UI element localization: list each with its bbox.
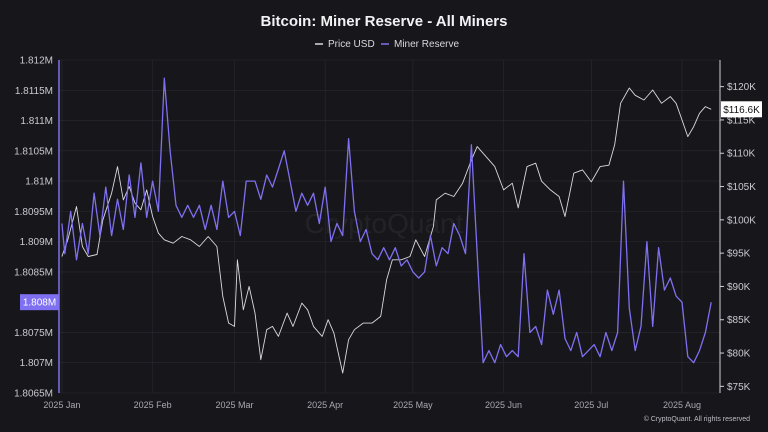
left-tick-label-5: 1.8095M: [14, 207, 53, 218]
x-tick-label-5: 2025 Jun: [485, 400, 522, 410]
left-tick-label-8: 1.8075M: [14, 328, 53, 339]
x-tick-label-1: 2025 Feb: [134, 400, 172, 410]
left-tick-label-2: 1.811M: [20, 116, 53, 127]
watermark: CryptoQuant: [305, 208, 464, 239]
right-current-badge-label: $116.6K: [723, 105, 760, 116]
x-tick-label-7: 2025 Aug: [663, 400, 701, 410]
left-current-badge: [20, 294, 59, 311]
copyright: © CryptoQuant. All rights reserved: [644, 415, 750, 423]
x-axis-ticks: 2025 Jan 2025 Feb 2025 Mar 2025 Apr 2025 May…: [43, 400, 701, 410]
left-tick-label-4: 1.81M: [25, 177, 53, 188]
right-tick-label-8: $80K: [727, 349, 751, 360]
right-tick-label-3: $105K: [727, 182, 756, 193]
series-line-price-usd: [61, 87, 712, 374]
right-tick-label-2: $110K: [727, 149, 756, 160]
right-tick-label-5: $95K: [727, 249, 751, 260]
series: [61, 77, 712, 374]
right-tick-label-0: $120K: [727, 82, 756, 93]
left-tick-label-10: 1.8065M: [14, 389, 53, 400]
left-tick-label-7: 1.8085M: [14, 267, 53, 278]
left-tick-label-1: 1.8115M: [15, 86, 53, 97]
legend-label-price: Price USD: [328, 39, 375, 50]
legend: Price USD Miner Reserve: [315, 39, 459, 50]
right-tick-label-1: $115K: [727, 115, 756, 126]
x-tick-label-4: 2025 May: [393, 400, 433, 410]
left-tick-label-0: 1.812M: [20, 56, 53, 67]
x-tick-label-2: 2025 Mar: [215, 400, 253, 410]
x-tick-label-0: 2025 Jan: [43, 400, 80, 410]
right-axis-ticks: $120K $115K $110K $105K $100K $95K $90K $85K $80…: [720, 82, 756, 393]
current-value-badges: 1.808M $116.6K: [20, 101, 762, 311]
right-current-badge: [721, 101, 762, 118]
series-line-miner-reserve: [61, 77, 712, 364]
x-tick-label-3: 2025 Apr: [307, 400, 343, 410]
right-tick-label-6: $90K: [727, 282, 751, 293]
left-tick-label-3: 1.8105M: [14, 146, 53, 157]
right-tick-label-4: $100K: [727, 215, 756, 226]
left-current-badge-label: 1.808M: [23, 298, 56, 309]
right-tick-label-7: $85K: [727, 315, 751, 326]
left-tick-label-6: 1.809M: [20, 237, 53, 248]
axes: [58, 60, 721, 393]
left-tick-label-9: 1.807M: [20, 358, 53, 369]
left-axis-ticks: 1.812M 1.8115M 1.811M 1.8105M 1.81M 1.8095M 1.…: [14, 56, 53, 400]
x-tick-label-6: 2025 Jul: [574, 400, 608, 410]
legend-label-reserve: Miner Reserve: [394, 39, 459, 50]
right-tick-label-9: $75K: [727, 382, 751, 393]
chart-title: Bitcoin: Miner Reserve - All Miners: [260, 13, 507, 30]
